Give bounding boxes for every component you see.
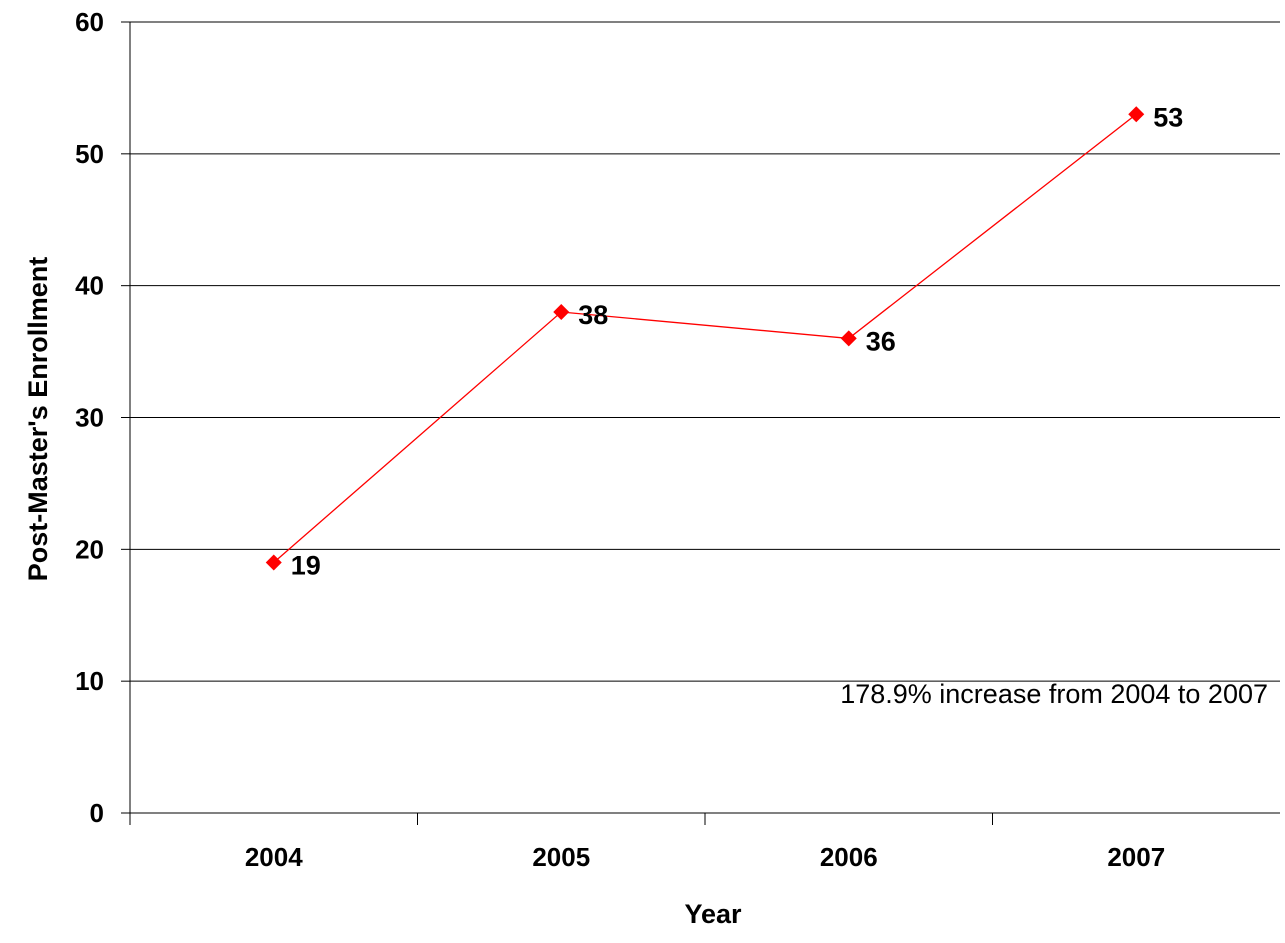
grid-lines (130, 21, 1280, 682)
data-labels: 19 38 36 53 (291, 102, 1184, 580)
data-label: 19 (291, 551, 321, 581)
axes (121, 21, 1280, 825)
x-tick-label: 2005 (532, 842, 590, 872)
data-point (840, 330, 857, 347)
y-tick-label: 10 (75, 666, 104, 696)
x-tick-label: 2004 (245, 842, 303, 872)
data-point (265, 554, 282, 571)
y-tick-label: 30 (75, 403, 104, 433)
y-tick-labels: 0 10 20 30 40 50 60 (75, 7, 104, 828)
data-label: 53 (1153, 102, 1183, 132)
y-tick-label: 50 (75, 139, 104, 169)
data-label: 38 (578, 300, 608, 330)
x-tick-label: 2006 (820, 842, 878, 872)
data-point (553, 304, 570, 321)
data-label: 36 (866, 326, 896, 356)
x-tick-labels: 2004 2005 2006 2007 (245, 842, 1165, 872)
data-point (1128, 106, 1145, 123)
x-axis-title: Year (684, 899, 742, 929)
y-tick-label: 0 (90, 798, 104, 828)
y-tick-label: 40 (75, 271, 104, 301)
x-tick-label: 2007 (1107, 842, 1165, 872)
y-tick-label: 60 (75, 7, 104, 37)
y-tick-label: 20 (75, 534, 104, 564)
series-path (273, 113, 1137, 564)
annotation-text: 178.9% increase from 2004 to 2007 (840, 679, 1268, 709)
y-axis-title: Post-Master's Enrollment (23, 257, 53, 582)
series-line (265, 106, 1145, 571)
